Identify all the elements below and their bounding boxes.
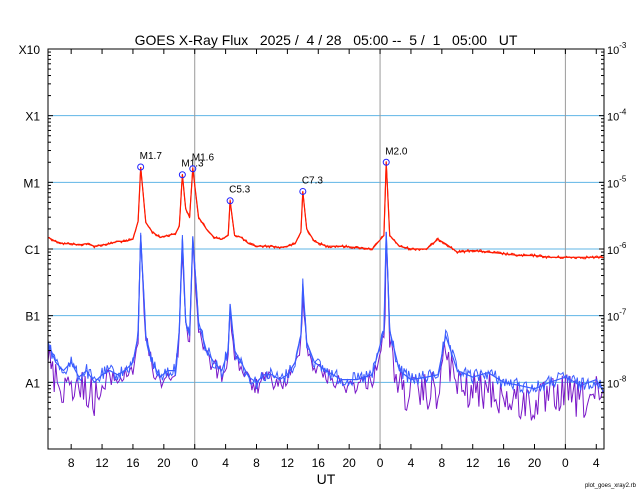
flare-marker (178, 171, 186, 179)
flare-marker (189, 165, 197, 173)
left-tick-label: X1 (25, 110, 40, 124)
flare-marker (382, 158, 390, 166)
flare-label: M1.3 (181, 159, 204, 170)
x-tick-label: 12 (95, 456, 109, 470)
x-tick-label: 16 (312, 456, 326, 470)
long-channel-line (47, 162, 604, 258)
short-channel-line (47, 231, 605, 394)
right-tick-label: 10-8 (607, 374, 627, 390)
x-tick-label: 8 (438, 456, 445, 470)
x-tick-label: 4 (222, 456, 229, 470)
left-tick-label: X10 (19, 43, 41, 57)
flare-label: M1.6 (192, 153, 215, 164)
right-tick-label: 10-6 (607, 241, 627, 257)
left-tick-label: B1 (25, 310, 40, 324)
x-tick-label: 0 (562, 456, 569, 470)
x-tick-label: 4 (408, 456, 415, 470)
flare-marker (137, 163, 145, 171)
x-tick-label: 20 (157, 456, 171, 470)
chart-title: GOES X-Ray Flux 2025 / 4 / 28 05:00 -- 5… (135, 32, 518, 48)
plot-credit: plot_goes_xray2.rb (585, 483, 637, 489)
x-tick-label: 16 (497, 456, 511, 470)
right-tick-label: 10-4 (607, 108, 627, 124)
right-tick-label: 10-7 (607, 308, 627, 324)
x-tick-label: 0 (191, 456, 198, 470)
x-tick-label: 0 (377, 456, 384, 470)
x-tick-label: 8 (253, 456, 260, 470)
x-axis-label: UT (317, 471, 336, 487)
left-tick-label: A1 (25, 376, 40, 390)
flare-label: M1.7 (140, 151, 163, 162)
flare-marker (299, 187, 307, 195)
left-tick-label: M1 (23, 176, 40, 190)
flare-label: C7.3 (302, 175, 324, 186)
x-tick-label: 8 (68, 456, 75, 470)
axis-layer: X10 X1 M1 C1 B1 A1 10-3 10-4 10-5 10-6 10-7 10-8 8 12… (19, 41, 627, 470)
flare-label: M2.0 (385, 146, 408, 157)
flare-layer: M1.7 M1.3M1.6 C5.3 C7.3 M2.0 (137, 146, 408, 205)
right-tick-label: 10-5 (607, 174, 627, 190)
series-layer (47, 161, 605, 421)
x-tick-label: 12 (281, 456, 295, 470)
x-tick-label: 4 (593, 456, 600, 470)
x-tick-label: 16 (126, 456, 140, 470)
x-tick-label: 20 (342, 456, 356, 470)
x-tick-label: 20 (528, 456, 542, 470)
flare-label: C5.3 (229, 185, 251, 196)
flare-marker (226, 197, 234, 205)
x-tick-label: 12 (466, 456, 480, 470)
left-tick-label: C1 (25, 243, 41, 257)
right-tick-label: 10-3 (607, 41, 627, 57)
